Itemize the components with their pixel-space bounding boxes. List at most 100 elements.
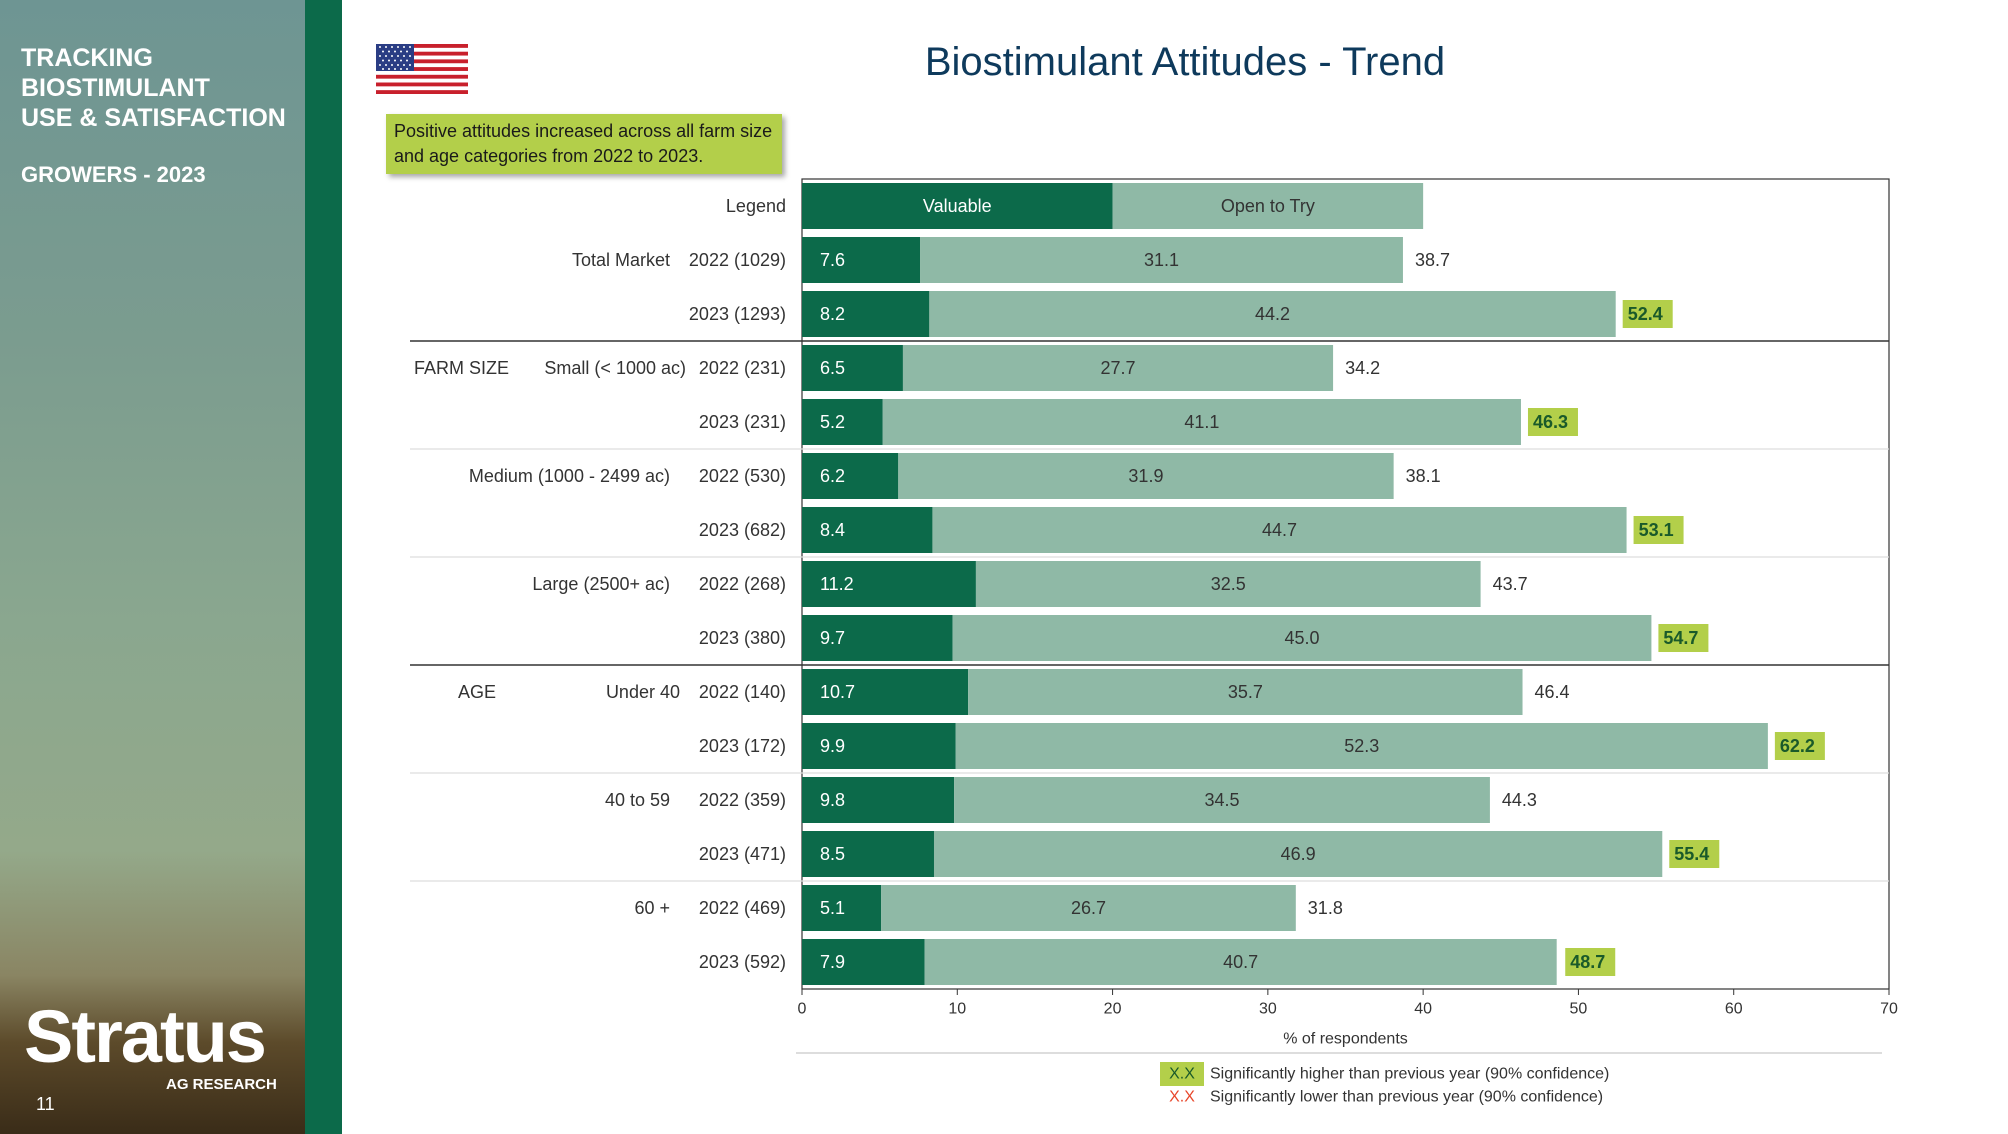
bar-label-valuable: 8.4 (820, 520, 845, 540)
page-number: 11 (36, 1094, 55, 1114)
row-group-label: Large (2500+ ac) (532, 574, 670, 594)
bar-valuable (802, 615, 953, 661)
bar-total-label: 46.4 (1535, 682, 1570, 702)
bar-open-to-try (952, 615, 1652, 661)
row-group-label: 60 + (634, 898, 670, 918)
legend-label: Valuable (923, 196, 992, 216)
bar-valuable (802, 345, 903, 391)
sig-higher-highlight (1622, 300, 1673, 328)
row-group-label: 40 to 59 (605, 790, 670, 810)
bar-open-to-try (882, 399, 1521, 445)
sig-higher-highlight (1669, 840, 1720, 868)
logo-word: Stratus (24, 995, 267, 1078)
bar-valuable (802, 561, 976, 607)
bar-label-open: 41.1 (1184, 412, 1219, 432)
x-tick-label: 10 (948, 1001, 966, 1018)
logo-sub: AG RESEARCH (166, 1076, 277, 1093)
x-tick-label: 50 (1570, 1001, 1588, 1018)
x-tick-label: 40 (1414, 1001, 1432, 1018)
row-year-label: 2022 (1029) (689, 250, 786, 270)
bar-label-open: 40.7 (1223, 952, 1258, 972)
bar-label-open: 34.5 (1205, 790, 1240, 810)
bar-total-label: 54.7 (1663, 628, 1698, 648)
bar-label-valuable: 8.5 (820, 844, 845, 864)
sig-higher-key (1160, 1062, 1204, 1086)
legend-label: Open to Try (1221, 196, 1315, 216)
row-section-label: FARM SIZE (414, 358, 509, 378)
bar-label-open: 27.7 (1100, 358, 1135, 378)
footnote-marker-higher: X.X (1169, 1066, 1195, 1083)
legend-swatch (1112, 183, 1424, 229)
row-year-label: 2023 (592) (699, 952, 786, 972)
bar-label-valuable: 6.2 (820, 466, 845, 486)
x-axis-label: % of respondents (1283, 1031, 1408, 1048)
us-flag-icon (376, 44, 468, 94)
row-year-label: 2023 (231) (699, 412, 786, 432)
stratus-logo: Stratus AG RESEARCH (24, 995, 277, 1094)
bar-label-open: 52.3 (1344, 736, 1379, 756)
bar-open-to-try (954, 777, 1490, 823)
row-year-label: 2023 (682) (699, 520, 786, 540)
bar-total-label: 43.7 (1493, 574, 1528, 594)
bar-open-to-try (968, 669, 1523, 715)
row-group-label: Medium (1000 - 2499 ac) (469, 466, 670, 486)
sidebar-title-line: USE & SATISFACTION (21, 104, 286, 132)
bar-valuable (802, 237, 921, 283)
bar-label-valuable: 5.1 (820, 898, 845, 918)
bar-label-open: 35.7 (1228, 682, 1263, 702)
bar-label-valuable: 11.2 (820, 574, 854, 594)
bar-open-to-try (898, 453, 1394, 499)
bar-valuable (802, 723, 956, 769)
callout-note: Positive attitudes increased across all … (386, 114, 782, 174)
bar-open-to-try (932, 507, 1627, 553)
x-tick-label: 20 (1104, 1001, 1122, 1018)
sidebar: TRACKING BIOSTIMULANT USE & SATISFACTION… (0, 0, 305, 1134)
row-group-label: Small (< 1000 ac) (544, 358, 686, 378)
chart-title: Biostimulant Attitudes - Trend (924, 40, 1446, 84)
sig-higher-highlight (1565, 948, 1616, 976)
sig-higher-highlight (1527, 408, 1578, 436)
bar-open-to-try (920, 237, 1403, 283)
bar-total-label: 38.1 (1406, 466, 1441, 486)
bar-open-to-try (902, 345, 1334, 391)
bar-label-open: 44.2 (1255, 304, 1290, 324)
row-year-label: 2022 (231) (699, 358, 786, 378)
bar-valuable (802, 669, 969, 715)
bar-total-label: 52.4 (1628, 304, 1663, 324)
bar-open-to-try (929, 291, 1616, 337)
bar-label-open: 26.7 (1071, 898, 1106, 918)
row-year-label: 2022 (268) (699, 574, 786, 594)
bar-label-open: 44.7 (1262, 520, 1297, 540)
bar-valuable (802, 885, 882, 931)
bar-label-open: 32.5 (1211, 574, 1246, 594)
x-tick-label: 60 (1725, 1001, 1743, 1018)
bar-total-label: 34.2 (1345, 358, 1380, 378)
bar-valuable (802, 291, 930, 337)
x-tick-label: 70 (1880, 1001, 1898, 1018)
bar-valuable (802, 399, 883, 445)
bar-total-label: 48.7 (1570, 952, 1605, 972)
legend-swatch (802, 183, 1113, 229)
bar-total-label: 44.3 (1502, 790, 1537, 810)
footnote-marker-lower: X.X (1169, 1089, 1195, 1106)
sidebar-title-line: BIOSTIMULANT (21, 74, 210, 102)
bar-total-label: 53.1 (1639, 520, 1674, 540)
legend-row-label: Legend (726, 196, 786, 216)
bar-total-label: 31.8 (1308, 898, 1343, 918)
sig-higher-highlight (1774, 732, 1825, 760)
bar-total-label: 55.4 (1674, 844, 1709, 864)
footnote-higher: Significantly higher than previous year … (1210, 1066, 1609, 1083)
row-year-label: 2022 (140) (699, 682, 786, 702)
bar-valuable (802, 507, 933, 553)
bar-label-valuable: 6.5 (820, 358, 845, 378)
bar-open-to-try (975, 561, 1481, 607)
row-year-label: 2023 (471) (699, 844, 786, 864)
footnote-lower: Significantly lower than previous year (… (1210, 1089, 1603, 1106)
bar-label-open: 46.9 (1281, 844, 1316, 864)
bar-open-to-try (955, 723, 1768, 769)
bar-label-valuable: 9.8 (820, 790, 845, 810)
sidebar-title-line: TRACKING (21, 44, 153, 72)
sig-higher-highlight (1633, 516, 1684, 544)
row-year-label: 2022 (469) (699, 898, 786, 918)
